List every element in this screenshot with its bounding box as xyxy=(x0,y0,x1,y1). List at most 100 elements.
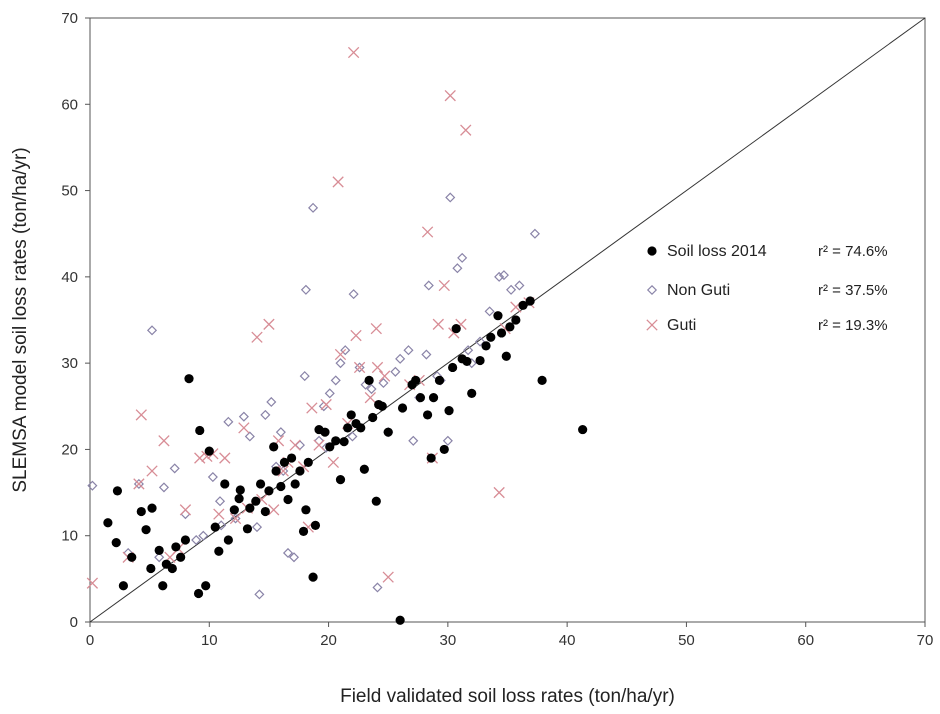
soil-loss-2014-point xyxy=(525,296,535,306)
soil-loss-2014-point xyxy=(136,506,146,517)
non-guti-point xyxy=(87,480,98,491)
soil-loss-2014-point xyxy=(505,322,515,332)
r-squared-label: r² = 37.5% xyxy=(818,282,888,299)
y-axis-ticks: 0 10 20 30 40 50 60 70 xyxy=(61,10,90,631)
r-squared-label: r² = 19.3% xyxy=(818,317,888,334)
legend-item: Soil loss 2014 r² = 74.6% xyxy=(647,243,888,260)
guti-point xyxy=(86,577,99,589)
non-guti-point xyxy=(330,375,341,386)
soil-loss-2014-point xyxy=(242,524,253,534)
soil-loss-2014-point xyxy=(335,475,346,485)
non-guti-point xyxy=(251,522,263,533)
x-axis-ticks: 0 10 20 30 40 50 60 70 xyxy=(86,622,933,649)
soil-loss-2014-point xyxy=(245,503,255,513)
guti-point xyxy=(371,361,384,374)
soil-loss-2014-point xyxy=(269,442,279,452)
guti-point xyxy=(229,512,242,525)
guti-point xyxy=(382,571,394,583)
y-tick-label: 60 xyxy=(61,96,78,113)
soil-loss-2014-point xyxy=(283,494,293,505)
non-guti-point xyxy=(308,202,319,213)
series-non-guti xyxy=(87,192,540,600)
soil-loss-2014-point xyxy=(103,518,113,528)
guti-point xyxy=(444,89,456,102)
non-guti-point xyxy=(378,377,389,389)
x-tick-label: 20 xyxy=(320,632,337,649)
soil-loss-2014-point xyxy=(223,535,233,545)
soil-loss-2014-point xyxy=(301,505,311,515)
non-guti-point xyxy=(146,325,158,336)
soil-loss-2014-point xyxy=(298,526,309,537)
y-tick-label: 0 xyxy=(70,614,78,631)
guti-point xyxy=(493,486,505,499)
soil-loss-2014-point xyxy=(511,315,521,325)
guti-point xyxy=(460,124,472,136)
non-guti-point xyxy=(260,409,271,420)
soil-loss-2014-point xyxy=(371,496,381,506)
non-guti-point xyxy=(452,263,463,274)
non-guti-point xyxy=(299,371,310,382)
soil-loss-2014-point xyxy=(167,563,177,574)
soil-loss-2014-point xyxy=(397,403,408,413)
guti-point xyxy=(438,279,450,292)
plot-area: 0 10 20 30 40 50 60 70 0 10 20 30 40 50 60 70 xyxy=(61,10,933,649)
soil-loss-2014-point xyxy=(276,481,286,492)
soil-loss-2014-point xyxy=(434,375,445,385)
guti-point xyxy=(179,504,192,516)
non-guti-point xyxy=(403,345,414,356)
soil-loss-2014-point xyxy=(368,412,378,423)
legend-label: Soil loss 2014 xyxy=(667,243,767,260)
legend-marker xyxy=(646,284,658,296)
legend-label: Guti xyxy=(667,317,696,334)
guti-point xyxy=(327,456,340,469)
soil-loss-2014-point xyxy=(444,406,454,416)
non-guti-point xyxy=(506,284,517,295)
soil-loss-2014-point xyxy=(439,444,449,455)
guti-point xyxy=(133,478,145,490)
soil-loss-2014-point xyxy=(180,535,191,545)
soil-loss-2014-point xyxy=(279,457,290,467)
soil-loss-2014-point xyxy=(158,581,168,591)
guti-point xyxy=(219,452,231,464)
soil-loss-2014-point xyxy=(537,375,547,385)
non-guti-point xyxy=(133,478,144,489)
soil-loss-2014-point xyxy=(251,496,261,506)
soil-loss-2014-point xyxy=(359,464,369,474)
series-soil-loss-2014 xyxy=(103,296,588,625)
non-guti-point xyxy=(324,388,335,399)
soil-loss-2014-point xyxy=(320,427,330,437)
soil-loss-2014-point xyxy=(195,425,205,436)
soil-loss-2014-point xyxy=(210,522,220,532)
soil-loss-2014-point xyxy=(204,446,214,456)
non-guti-point xyxy=(463,345,474,356)
guti-point xyxy=(353,361,366,374)
soil-loss-2014-point xyxy=(356,423,366,433)
soil-loss-2014-point xyxy=(147,503,157,513)
guti-point xyxy=(378,370,391,382)
y-tick-label: 30 xyxy=(61,355,78,372)
soil-loss-2014-point xyxy=(343,423,353,433)
guti-point xyxy=(194,452,206,464)
soil-loss-2014-point xyxy=(496,328,507,338)
soil-loss-2014-point xyxy=(127,552,137,562)
series-layer xyxy=(86,46,588,625)
non-guti-point xyxy=(457,252,468,263)
non-guti-point xyxy=(408,435,419,446)
soil-loss-2014-point xyxy=(201,581,211,591)
soil-loss-2014-point xyxy=(234,494,244,504)
r-squared-label: r² = 74.6% xyxy=(818,243,888,260)
soil-loss-2014-point xyxy=(214,546,224,556)
soil-loss-2014-point xyxy=(411,375,421,385)
soil-loss-2014-point xyxy=(331,436,341,446)
soil-loss-2014-point xyxy=(271,466,281,476)
non-guti-point xyxy=(366,383,377,395)
non-guti-point xyxy=(348,289,359,300)
soil-loss-2014-point xyxy=(171,542,181,552)
legend-item: Guti r² = 19.3% xyxy=(646,317,888,334)
non-guti-point xyxy=(372,582,383,593)
non-guti-point xyxy=(390,366,401,377)
guti-point xyxy=(350,329,362,342)
x-tick-label: 60 xyxy=(797,632,814,649)
non-guti-point xyxy=(198,530,209,541)
non-guti-point xyxy=(494,271,505,282)
